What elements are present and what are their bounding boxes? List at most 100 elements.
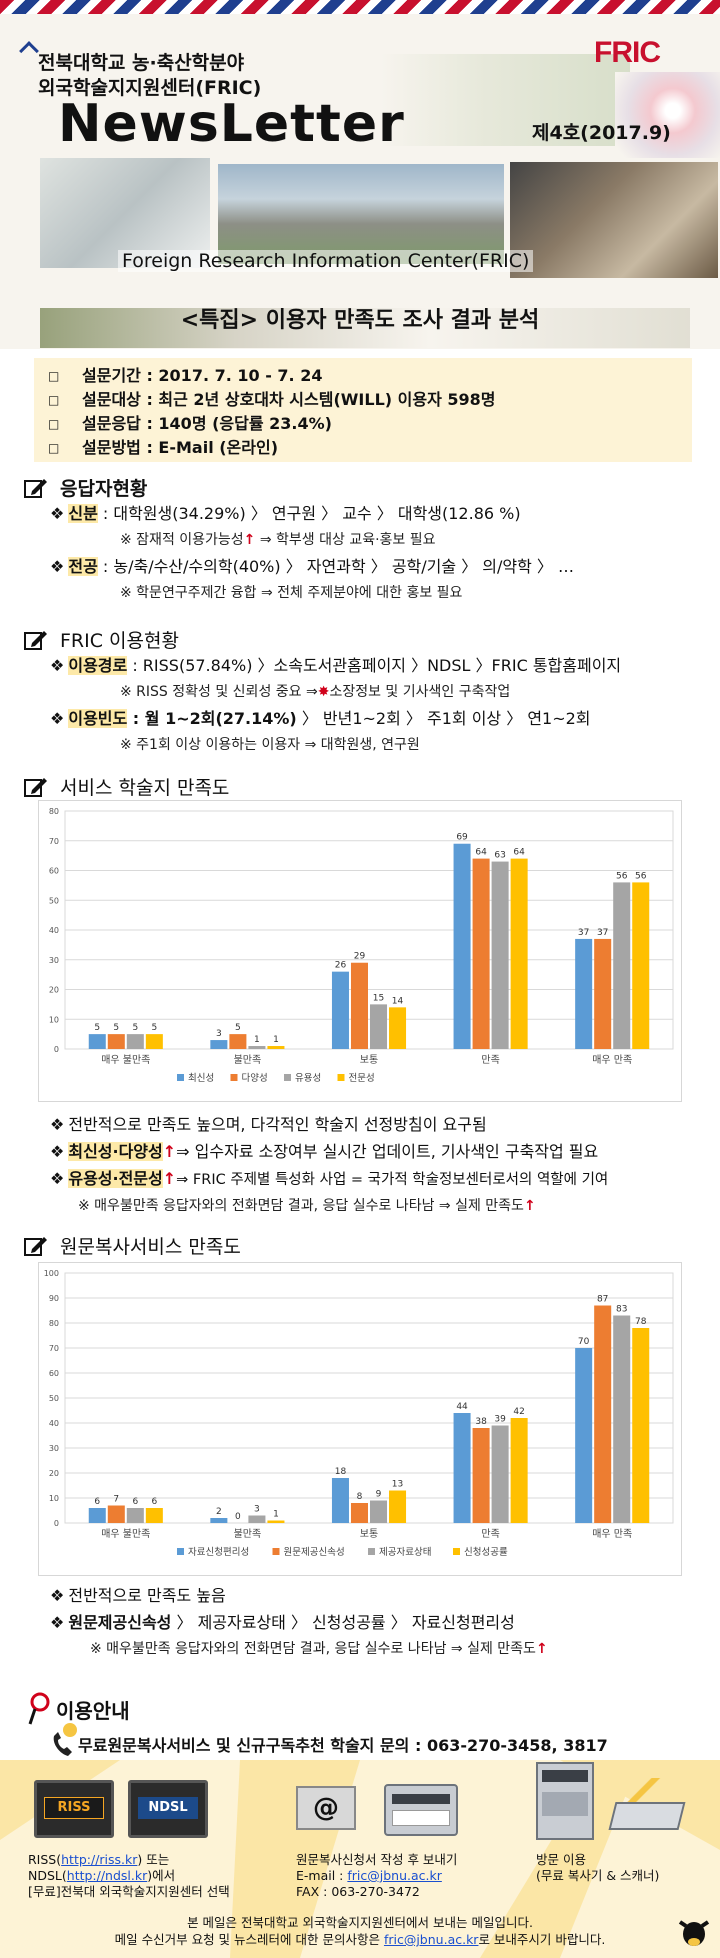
y-tick-label: 70 (49, 837, 59, 846)
data-label: 6 (132, 1497, 138, 1507)
data-label: 44 (456, 1402, 468, 1412)
bar (491, 861, 509, 1049)
text: 원문복사신청서 작성 후 보내기 (296, 1852, 458, 1867)
note-text: ※ RISS 정확성 및 신뢰성 중요 ⇒ (120, 684, 318, 700)
legend-swatch (368, 1548, 375, 1555)
data-label: 3 (254, 1505, 260, 1515)
bar (350, 962, 368, 1049)
journal-chart-svg: 0 10 20 30 40 50 60 70 80 5 5 5 5 매우 불만족 3 5 1 1 불만족 26 29 15… (49, 807, 674, 1084)
x-tick-label: 매우 불만족 (101, 1528, 150, 1540)
books-photo (510, 162, 718, 278)
y-tick-label: 30 (49, 1444, 59, 1453)
bar (107, 1034, 125, 1049)
header-photo-strip (380, 54, 630, 146)
riss-link[interactable]: http://riss.kr (61, 1852, 138, 1867)
bar (126, 1508, 144, 1523)
ndsl-link[interactable]: http://ndsl.kr (66, 1868, 148, 1883)
journal-point1: ❖ 전반적으로 만족도 높으며, 다각적인 학술지 선정방침이 요구됨 (50, 1114, 487, 1136)
legend-label: 유용성 (295, 1073, 321, 1084)
email-link[interactable]: fric@jbnu.ac.kr (347, 1868, 442, 1883)
banner-english: Foreign Research Information Center(FRIC… (118, 250, 534, 272)
bar (88, 1508, 106, 1523)
email-envelope-icon: @ (296, 1786, 356, 1830)
up-arrow-icon: ↑ (162, 1169, 177, 1188)
newsletter-title: NewsLetter (58, 94, 405, 154)
respondents-title-text: 응답자현황 (60, 478, 148, 500)
x-tick-label: 매우 불만족 (101, 1054, 150, 1066)
y-tick-label: 60 (49, 1369, 59, 1378)
copy-title: 원문복사서비스 만족도 (24, 1232, 241, 1259)
feature-title: <특집> 이용자 만족도 조사 결과 분석 (180, 308, 540, 333)
journal-point3-note: ※ 매우불만족 응답자와의 전화면담 결과, 응답 실수로 나타남 ⇒ 실제 만… (78, 1196, 536, 1216)
y-tick-label: 60 (49, 867, 59, 876)
respondents-row2-label: 전공 (68, 557, 98, 576)
text: (무료 복사기 & 스캐너) (536, 1868, 660, 1883)
diamond-bullet-icon: ❖ (50, 1613, 65, 1632)
copy-title-text: 원문복사서비스 만족도 (60, 1236, 241, 1258)
journal-point2-label: 최신성·다양성 (68, 1142, 163, 1161)
usage-title: FRIC 이용현황 (24, 626, 179, 653)
note-text-b: 소장정보 및 기사색인 구축작업 (329, 684, 511, 700)
text: )에서 (147, 1868, 176, 1883)
data-label: 83 (616, 1305, 627, 1315)
y-tick-label: 80 (49, 807, 59, 816)
bar (210, 1040, 228, 1049)
airmail-border (0, 0, 720, 14)
note-text: ※ 잠재적 이용가능성 (120, 532, 244, 548)
legend-label: 제공자료상태 (379, 1547, 431, 1558)
data-label: 26 (335, 961, 347, 971)
usage-row2-label: 이용빈도 (68, 709, 128, 728)
legend-label: 원문제공신속성 (284, 1547, 345, 1558)
bar (510, 858, 528, 1049)
respondents-row1-label: 신분 (68, 504, 98, 523)
y-tick-label: 50 (49, 1394, 59, 1403)
footer: RISS NDSL @ RISS(http://riss.kr) 또는 NDSL… (0, 1760, 720, 1958)
respondents-row1-note: ※ 잠재적 이용가능성↑ ⇒ 학부생 대상 교육·홍보 필요 (120, 530, 436, 550)
survey-period: 설문기간 : 2017. 7. 10 - 7. 24 (48, 364, 692, 388)
data-label: 78 (635, 1317, 647, 1327)
bar (594, 1305, 612, 1523)
usage-row1: ❖ 이용경로 : RISS(57.84%) 〉소속도서관홈페이지 〉NDSL 〉F… (50, 655, 621, 677)
data-label: 5 (113, 1023, 119, 1033)
data-label: 9 (376, 1490, 382, 1500)
up-arrow-icon: ↑ (162, 1142, 177, 1161)
copy-chart: 0 10 20 30 40 50 60 70 80 90 100 6 7 6 6 매우 불만족 2 0 3 1 불만족 1… (38, 1262, 682, 1576)
footer-email-link[interactable]: fric@jbnu.ac.kr (383, 1932, 479, 1947)
respondents-row2: ❖ 전공 : 농/축/수산/수의학(40%) 〉 자연과학 〉 공학/기술 〉 의… (50, 556, 574, 578)
respondents-row2-note: ※ 학문연구주제간 융합 ⇒ 전체 주제분야에 대한 홍보 필요 (120, 585, 463, 601)
fric-logo: FRIC (594, 36, 661, 69)
survey-target: 설문대상 : 최근 2년 상호대차 시스템(WILL) 이용자 598명 (48, 388, 692, 412)
bar (594, 938, 612, 1049)
survey-info: 설문기간 : 2017. 7. 10 - 7. 24 설문대상 : 최근 2년 … (34, 358, 692, 462)
bar (107, 1505, 125, 1523)
bar (229, 1034, 247, 1049)
sparkle-icon: ✸ (317, 684, 330, 700)
legend-label: 신청성공률 (464, 1547, 508, 1558)
x-tick-label: 매우 만족 (592, 1054, 632, 1066)
copy-point2-label: 원문제공신속성 (68, 1613, 172, 1632)
bar (472, 858, 490, 1049)
bar (210, 1518, 228, 1523)
diamond-bullet-icon: ❖ (50, 1586, 65, 1605)
journal-title: 서비스 학술지 만족도 (24, 773, 229, 800)
x-tick-label: 매우 만족 (592, 1528, 632, 1540)
usage-row2: ❖ 이용빈도 : 월 1~2회(27.14%) 〉 반년1~2회 〉 주1회 이상… (50, 708, 591, 730)
flower-photo (615, 72, 720, 158)
diamond-bullet-icon: ❖ (50, 504, 65, 523)
footer-note: 본 메일은 전북대학교 외국학술지지원센터에서 보내는 메일입니다. 메일 수신… (0, 1914, 720, 1948)
data-label: 15 (373, 993, 384, 1003)
y-tick-label: 100 (44, 1269, 59, 1278)
bar (370, 1004, 388, 1049)
legend-swatch (230, 1074, 238, 1081)
journal-title-text: 서비스 학술지 만족도 (60, 777, 230, 799)
riss-logo: RISS (44, 1797, 104, 1819)
diamond-bullet-icon: ❖ (50, 1115, 65, 1134)
x-tick-label: 보통 (360, 1528, 378, 1540)
data-label: 56 (616, 871, 628, 881)
bar (491, 1425, 509, 1523)
x-tick-label: 불만족 (234, 1528, 262, 1540)
bar (350, 1503, 368, 1523)
footer-note-line2: 메일 수신거부 요청 및 뉴스레터에 대한 문의사항은 (114, 1932, 384, 1947)
usage-row1-text: : RISS(57.84%) 〉소속도서관홈페이지 〉NDSL 〉FRIC 통합… (127, 656, 622, 675)
